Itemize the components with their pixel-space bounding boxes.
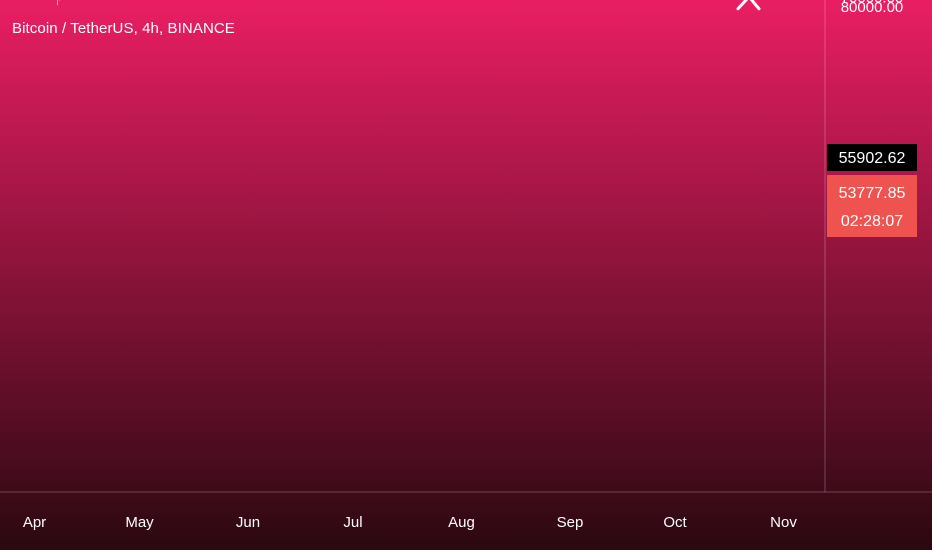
x-tick-label: Sep — [557, 514, 584, 531]
x-tick-label: Jul — [343, 514, 362, 531]
x-tick-label: May — [125, 514, 154, 531]
price-tag-label: 55902.62 — [839, 150, 906, 167]
price-tag-bg — [827, 144, 917, 171]
x-tick-label: Nov — [770, 514, 797, 531]
price-tag-label: 53777.85 — [839, 185, 906, 202]
y-tick-label: 80000.00 — [841, 0, 904, 16]
chart-title: Bitcoin / TetherUS, 4h, BINANCE — [12, 20, 235, 37]
x-tick-label: Aug — [448, 514, 475, 531]
y-tick-label: 70000.00 — [841, 0, 904, 6]
current-price-tag-bg — [827, 175, 917, 237]
x-tick-label: Oct — [663, 514, 687, 531]
countdown-label: 02:28:07 — [841, 213, 903, 230]
forecast-arrowhead — [736, 0, 761, 11]
x-tick-label: Jun — [236, 514, 260, 531]
x-tick-label: Apr — [23, 514, 46, 531]
